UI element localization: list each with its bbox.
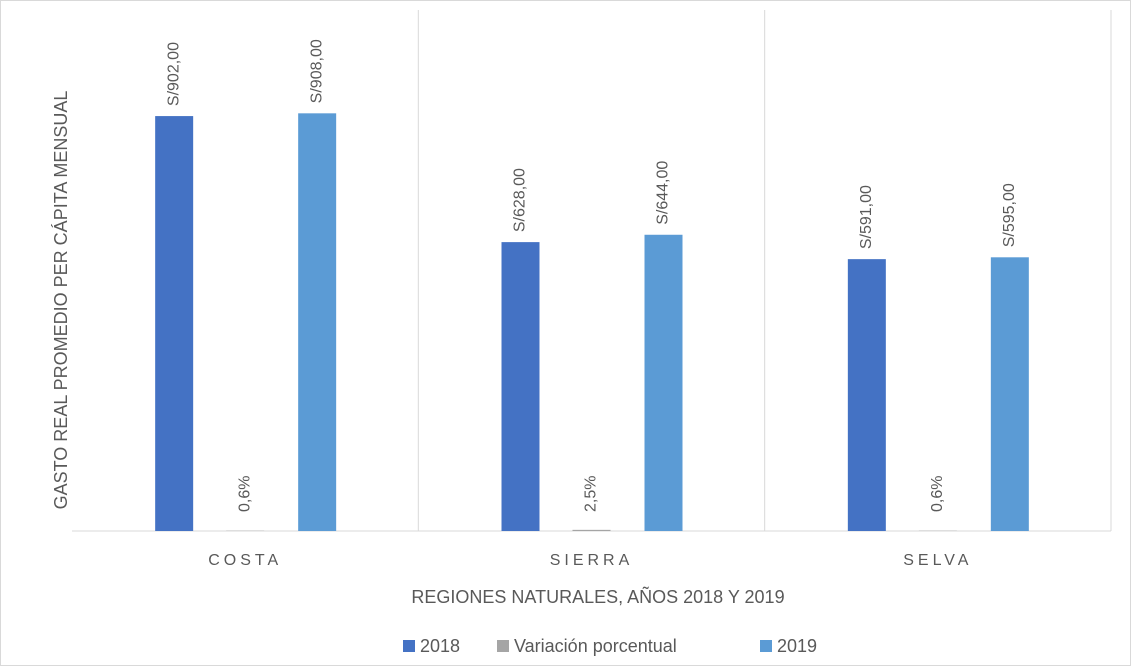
legend-label: 2019 <box>777 636 817 656</box>
bar <box>847 259 886 531</box>
bar <box>644 234 683 531</box>
legend-swatch <box>760 640 772 652</box>
data-label: S/595,00 <box>1001 183 1018 247</box>
x-tick-label: COSTA <box>208 552 282 569</box>
x-axis-title: REGIONES NATURALES, AÑOS 2018 Y 2019 <box>411 586 784 607</box>
data-label: 2,5% <box>583 476 600 512</box>
bar <box>501 242 540 531</box>
legend-label: 2018 <box>420 636 460 656</box>
legend-swatch <box>403 640 415 652</box>
bar <box>572 529 611 531</box>
legend-label: Variación porcentual <box>514 636 677 656</box>
legend-swatch <box>497 640 509 652</box>
data-label: S/628,00 <box>512 168 529 232</box>
data-label: 0,6% <box>236 476 253 512</box>
bar <box>298 113 337 531</box>
data-label: S/908,00 <box>308 39 325 103</box>
y-axis-title: GASTO REAL PROMEDIO PER CÁPITA MENSUAL <box>51 91 71 510</box>
bar <box>155 116 194 531</box>
x-tick-label: SIERRA <box>550 552 634 569</box>
data-label: 0,6% <box>929 476 946 512</box>
bar <box>990 257 1029 531</box>
data-label: S/644,00 <box>655 161 672 225</box>
data-label: S/591,00 <box>858 185 875 249</box>
data-label: S/902,00 <box>165 42 182 106</box>
x-tick-label: SELVA <box>903 552 972 569</box>
